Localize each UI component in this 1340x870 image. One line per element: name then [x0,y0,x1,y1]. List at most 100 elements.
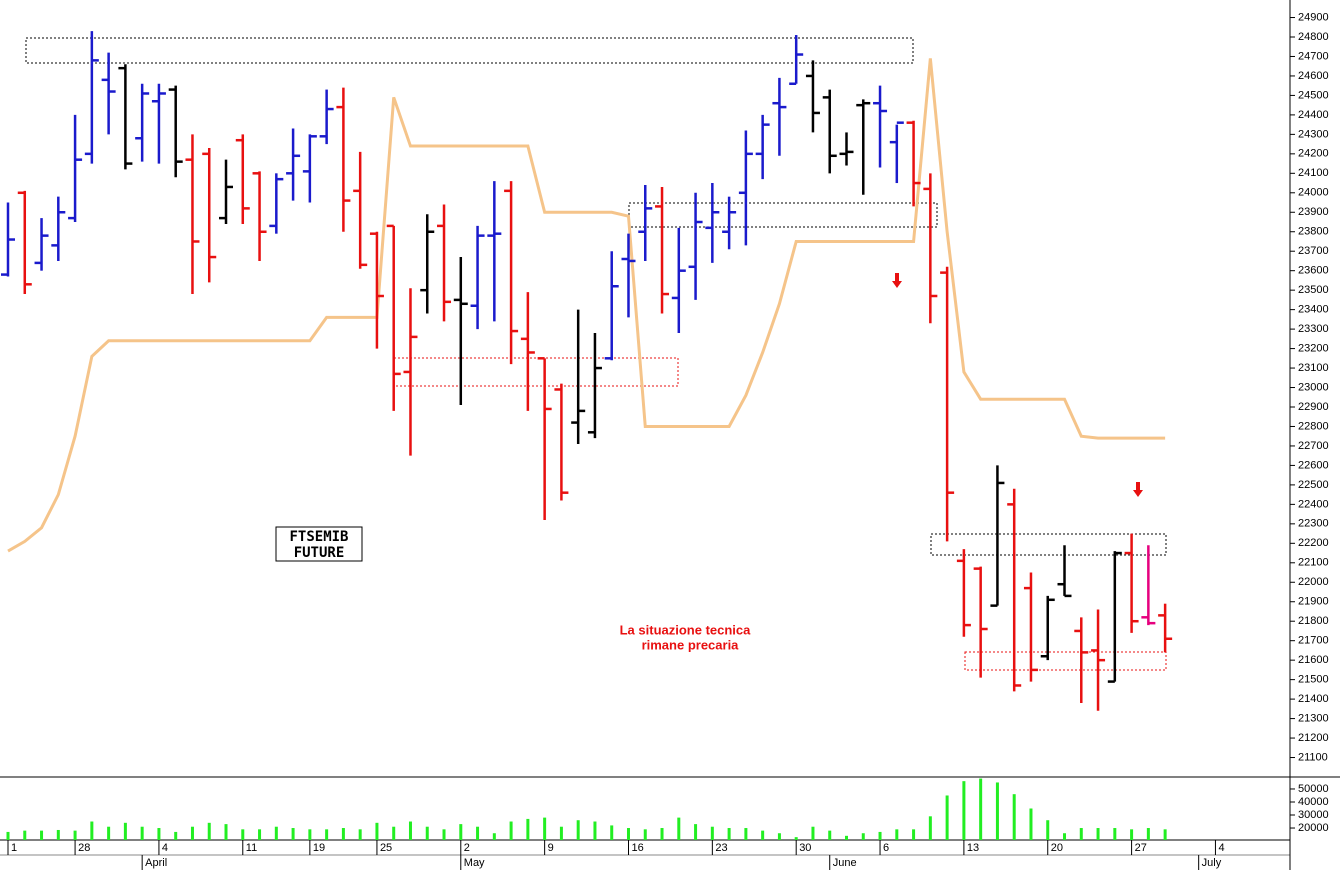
volume-bar [694,824,698,840]
x-tick-label: 6 [883,842,889,854]
y-tick-label: 22100 [1298,557,1329,569]
volume-bar [1012,794,1016,840]
volume-bar [190,826,194,840]
y-tick-label: 24100 [1298,167,1329,179]
y-tick-label: 23100 [1298,362,1329,374]
volume-bar [492,833,496,840]
y-tick-label: 21300 [1298,712,1329,724]
x-tick-label: 25 [380,842,392,854]
y-tick-label: 22400 [1298,498,1329,510]
x-tick-label: 19 [313,842,325,854]
y-tick-label: 21500 [1298,674,1329,686]
volume-bar [559,826,563,840]
volume-bar [392,826,396,840]
volume-bar [73,830,77,840]
y-tick-label: 21900 [1298,596,1329,608]
y-tick-label: 23900 [1298,206,1329,218]
volume-bar [710,826,714,840]
note: La situazione tecnica [620,622,752,637]
box-label: FTSEMIB [289,529,348,545]
volume-bar [794,837,798,840]
volume-bar [1113,828,1117,840]
volume-bar [1046,820,1050,840]
volume-bar [945,795,949,840]
indicator-line [7,58,1166,553]
y-tick-label: 24600 [1298,70,1329,82]
y-tick-label: 21800 [1298,615,1329,627]
y-tick-label: 30000 [1298,809,1329,821]
volume-bar [962,781,966,840]
volume-bar [895,829,899,840]
volume-bar [1029,808,1033,840]
volume-bar [593,821,597,840]
y-tick-label: 22200 [1298,537,1329,549]
x-tick-label: 1 [11,842,17,854]
volume-bar [727,828,731,840]
y-tick-label: 24300 [1298,128,1329,140]
y-tick-label: 23600 [1298,265,1329,277]
volume-bar [660,828,664,840]
volume-bar [140,826,144,840]
y-tick-label: 22600 [1298,459,1329,471]
zone-box [393,357,679,387]
y-tick-label: 23800 [1298,226,1329,238]
y-tick-label: 20000 [1298,822,1329,834]
x-tick-label: 4 [162,842,168,854]
label-box [275,526,363,562]
volume-bar [40,830,44,840]
volume-bar [6,831,10,840]
volume-bar [777,833,781,840]
volume-bar [1163,829,1167,840]
volume-bar [358,829,362,840]
x-tick-label: 9 [548,842,554,854]
volume-bar [576,820,580,840]
y-tick-label: 23700 [1298,245,1329,257]
box-label: FUTURE [294,545,345,561]
volume-bar [643,829,647,840]
volume-bar [1130,829,1134,840]
volume-bar [476,826,480,840]
volume-bar [442,829,446,840]
volume-bar [979,778,983,840]
zone-box [628,202,938,228]
down-arrow [892,273,902,288]
volume-bar [291,828,295,840]
down-arrow [1133,482,1143,497]
x-tick-label: 2 [464,842,470,854]
volume-bar [325,829,329,840]
month-label: May [464,857,485,869]
volume-bar [878,831,882,840]
volume-bar [224,824,228,840]
y-tick-label: 23200 [1298,342,1329,354]
volume-bar [1096,828,1100,840]
volume-bar [23,830,27,840]
y-tick-label: 24800 [1298,31,1329,43]
x-tick-label: 28 [78,842,90,854]
y-tick-label: 21200 [1298,732,1329,744]
y-tick-label: 23300 [1298,323,1329,335]
zone-box [964,651,1167,671]
volume-bar [107,826,111,840]
y-tick-label: 24900 [1298,11,1329,23]
y-tick-label: 50000 [1298,783,1329,795]
zone-box [930,533,1167,556]
y-tick-label: 23000 [1298,381,1329,393]
volume-bar [308,829,312,840]
volume-bar [845,835,848,840]
volume-bar [928,816,932,840]
x-tick-label: 11 [246,842,257,854]
y-tick-label: 21600 [1298,654,1329,666]
volume-bar [207,822,211,840]
y-tick-label: 21100 [1298,751,1328,763]
volume-bar [744,828,748,840]
volume-bar [375,822,379,840]
volume-bar [861,833,865,840]
volume-bar [123,822,127,840]
y-tick-label: 21400 [1298,693,1329,705]
y-tick-label: 21700 [1298,635,1329,647]
volume-bar [626,828,630,840]
month-label: June [833,857,857,869]
y-tick-label: 23400 [1298,304,1329,316]
x-tick-label: 16 [631,842,643,854]
